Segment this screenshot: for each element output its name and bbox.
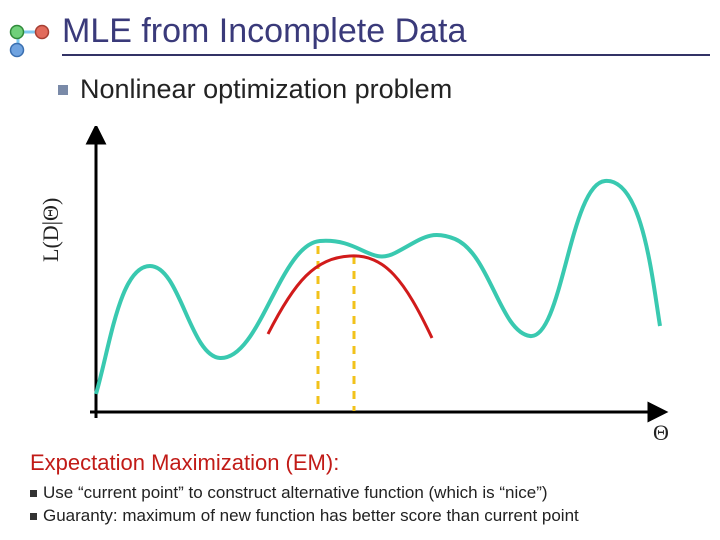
em-bullet-icon	[30, 490, 37, 497]
em-surrogate-curve	[268, 256, 432, 338]
title-underline	[62, 54, 710, 56]
logo-node-green	[11, 26, 24, 39]
slide-title: MLE from Incomplete Data	[62, 12, 466, 51]
em-item-text: Guaranty: maximum of new function has be…	[43, 505, 579, 528]
likelihood-curve	[96, 181, 660, 394]
bullet-text: Nonlinear optimization problem	[80, 74, 452, 105]
chart-svg	[60, 126, 672, 426]
logo-node-blue	[11, 44, 24, 57]
x-axis-label: Θ	[653, 420, 669, 446]
em-item: Use “current point” to construct alterna…	[30, 482, 579, 505]
bayes-net-icon	[8, 24, 50, 58]
em-heading: Expectation Maximization (EM):	[30, 450, 339, 476]
em-items: Use “current point” to construct alterna…	[30, 482, 579, 528]
logo-node-red	[36, 26, 49, 39]
bullet-marker	[58, 85, 68, 95]
em-bullet-icon	[30, 513, 37, 520]
chart-area	[60, 126, 672, 426]
title-bar: MLE from Incomplete Data	[0, 6, 720, 56]
bullet-row: Nonlinear optimization problem	[58, 74, 452, 105]
y-axis-label: L(D|Θ)	[38, 198, 64, 262]
dashed-lines	[318, 246, 354, 411]
em-item: Guaranty: maximum of new function has be…	[30, 505, 579, 528]
em-item-text: Use “current point” to construct alterna…	[43, 482, 548, 505]
